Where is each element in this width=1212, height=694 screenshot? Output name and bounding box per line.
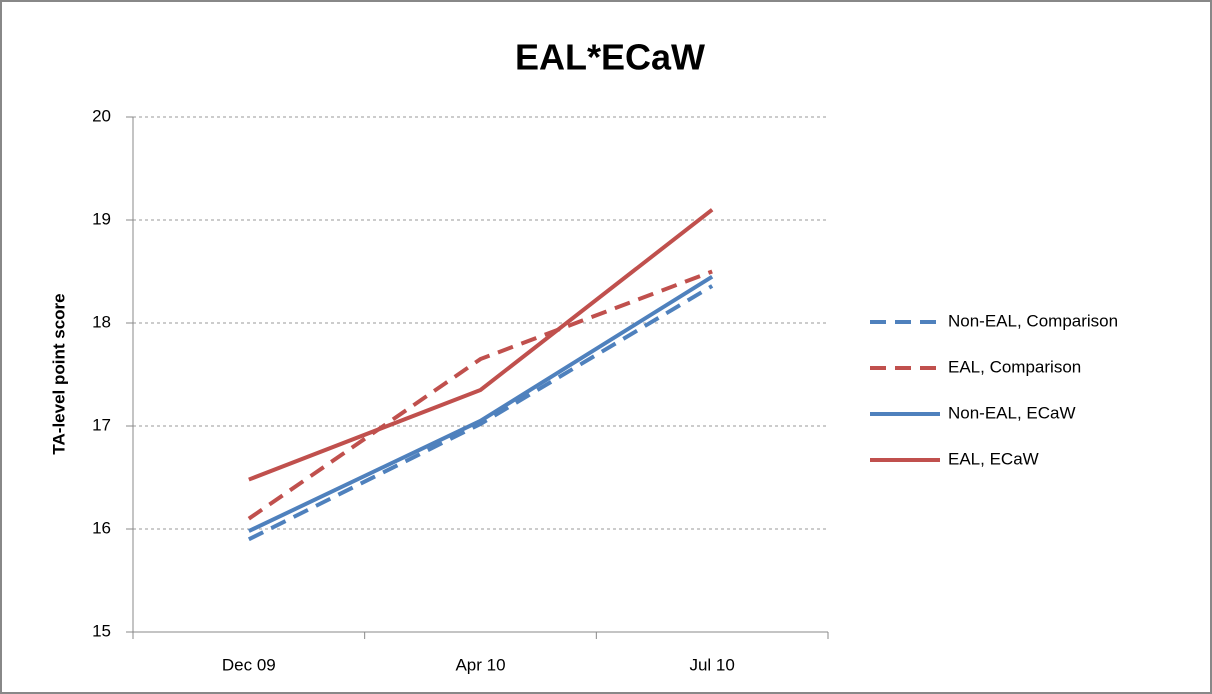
legend-label: Non-EAL, ECaW: [948, 403, 1076, 422]
y-tick-label: 16: [92, 518, 111, 537]
y-tick-label: 20: [92, 106, 111, 125]
x-tick-label: Jul 10: [689, 655, 734, 674]
legend-label: EAL, ECaW: [948, 449, 1039, 468]
y-tick-label: 15: [92, 621, 111, 640]
line-series: [247, 269, 713, 521]
x-tick-label: Dec 09: [222, 655, 276, 674]
line-series: [247, 284, 714, 542]
legend-label: EAL, Comparison: [948, 357, 1081, 376]
line-series: [248, 208, 714, 482]
y-tick-label: 19: [92, 209, 111, 228]
y-tick-label: 17: [92, 415, 111, 434]
y-axis-label: TA-level point score: [49, 293, 68, 454]
legend-label: Non-EAL, Comparison: [948, 311, 1118, 330]
line-series: [247, 274, 714, 533]
x-tick-label: Apr 10: [455, 655, 505, 674]
chart-title: EAL*ECaW: [515, 37, 705, 78]
y-tick-label: 18: [92, 312, 111, 331]
